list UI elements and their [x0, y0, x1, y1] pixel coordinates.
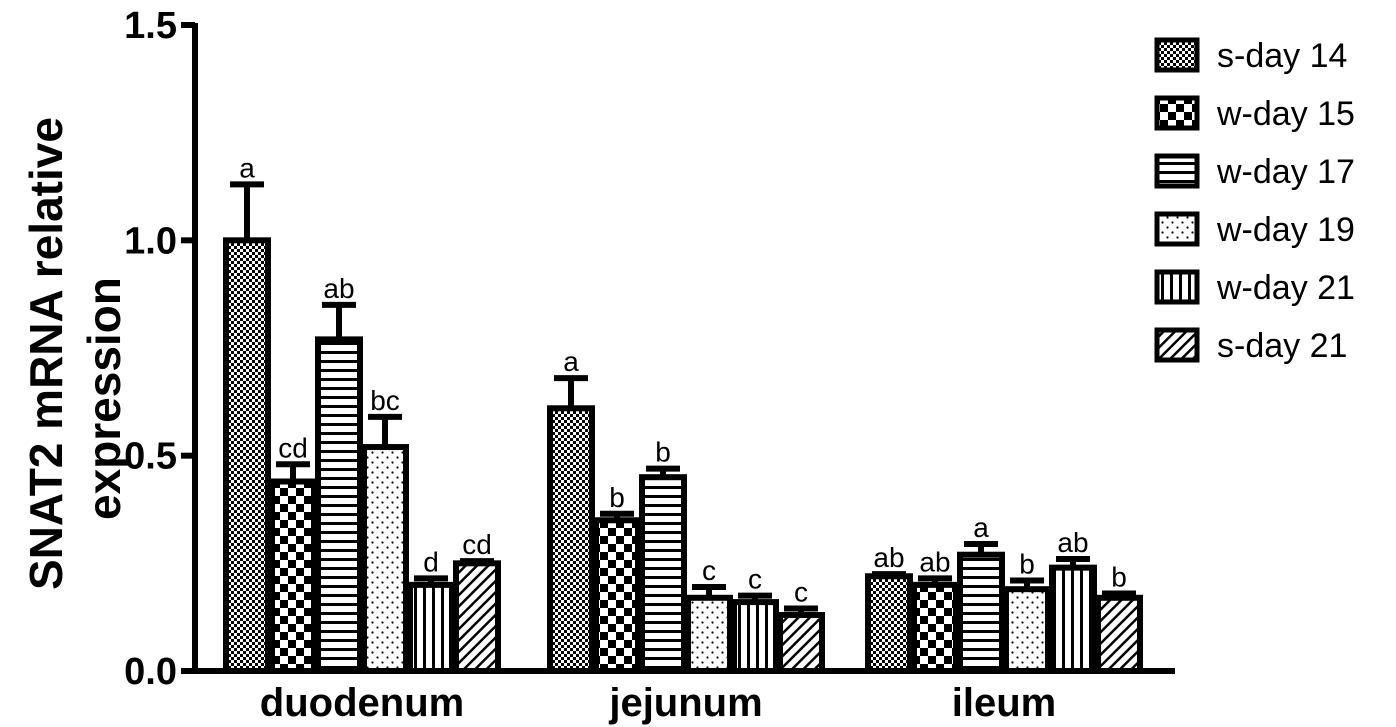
bar	[865, 573, 913, 675]
legend-label: w-day 15	[1216, 95, 1355, 133]
y-axis-label-line-2: expression	[78, 277, 130, 520]
bar	[407, 581, 455, 674]
bar	[911, 581, 959, 674]
legend-label: w-day 21	[1216, 269, 1355, 307]
legend-swatch	[1154, 153, 1200, 189]
legend-label: w-day 17	[1216, 153, 1355, 191]
bar	[777, 612, 825, 674]
significance-label: ab	[919, 546, 950, 577]
legend: s-day 14 w-day 15 w-day 17 w-day 19 w-day 21…	[1154, 37, 1355, 365]
significance-label: d	[423, 546, 439, 577]
y-ticks: 0.0 0.5 1.0 1.5	[124, 5, 195, 693]
significance-label: c	[702, 555, 716, 586]
bar	[639, 474, 687, 675]
legend-label: w-day 19	[1216, 211, 1355, 249]
significance-label: ab	[323, 273, 354, 304]
bar	[957, 551, 1005, 674]
significance-label: b	[655, 437, 671, 468]
significance-label: cd	[278, 432, 308, 463]
significance-label: c	[794, 577, 808, 608]
significance-label: b	[609, 482, 625, 513]
y-tick-label: 0.0	[124, 651, 177, 693]
significance-label: ab	[873, 542, 904, 573]
category-label: ileum	[952, 681, 1056, 725]
legend-swatch	[1154, 211, 1200, 247]
significance-label: cd	[462, 529, 492, 560]
category-label: jejunum	[608, 681, 762, 725]
bar	[731, 599, 779, 674]
bar	[685, 594, 733, 675]
significance-label: a	[973, 512, 989, 543]
bar	[593, 517, 641, 674]
bar	[361, 444, 409, 675]
category-label: duodenum	[260, 681, 464, 725]
bar	[269, 478, 317, 674]
bar	[223, 237, 271, 674]
significance-label: c	[748, 564, 762, 595]
bar	[547, 405, 595, 674]
significance-label: b	[1019, 549, 1035, 580]
bar	[1049, 564, 1097, 675]
bar	[1003, 586, 1051, 675]
significance-label: ab	[1057, 527, 1088, 558]
y-axis-label: SNAT2 mRNA relative expression	[20, 104, 130, 590]
legend-swatch	[1154, 95, 1200, 131]
bar	[453, 560, 501, 674]
legend-label: s-day 14	[1217, 37, 1347, 75]
significance-label: a	[239, 152, 255, 183]
y-axis-label-line-1: SNAT2 mRNA relative	[20, 117, 72, 590]
y-tick-label: 0.5	[124, 436, 177, 478]
y-tick-label: 1.5	[124, 5, 177, 47]
y-tick-label: 1.0	[124, 220, 177, 262]
significance-label: b	[1111, 561, 1127, 592]
bar	[1095, 594, 1143, 675]
significance-label: bc	[370, 385, 400, 416]
legend-label: s-day 21	[1217, 327, 1347, 365]
legend-swatch	[1154, 327, 1200, 363]
category-labels: duodenum jejunum ileum	[260, 681, 1056, 725]
legend-swatch	[1154, 37, 1200, 73]
significance-label: a	[563, 346, 579, 377]
bar	[315, 336, 363, 674]
legend-swatch	[1154, 269, 1200, 305]
